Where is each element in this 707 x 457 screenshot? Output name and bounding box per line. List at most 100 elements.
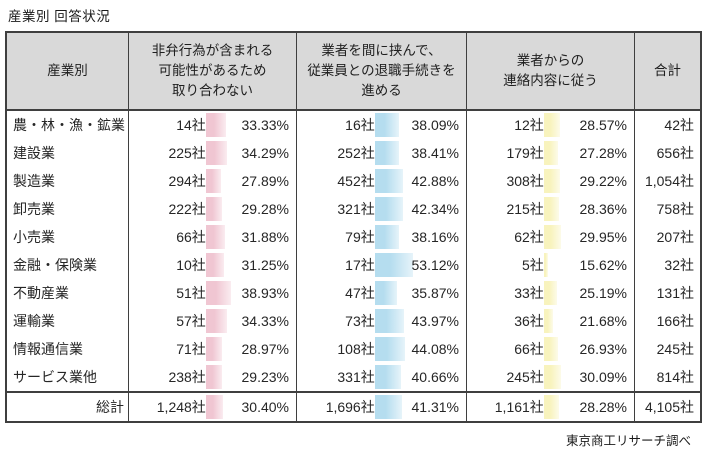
percent-cell: 15.62% <box>543 251 634 279</box>
row-total-value: 207社 <box>656 229 694 245</box>
percent-cell: 42.34% <box>374 195 466 223</box>
follow-agent-cell: 5社 15.62% <box>467 251 635 279</box>
percent-value: 41.31% <box>411 399 459 415</box>
percent-value: 26.93% <box>579 341 627 357</box>
percent-value: 28.97% <box>241 341 289 357</box>
percent-value: 44.08% <box>411 341 459 357</box>
via-agent-cell: 17社 53.12% <box>297 251 467 279</box>
industry-label: 製造業 <box>7 167 129 195</box>
percent-data-bar <box>543 395 560 419</box>
survey-table: 産業別 非弁行為が含まれる 可能性があるため 取り合わない 業者を間に挟んで、 … <box>5 31 702 423</box>
percent-value: 38.09% <box>411 117 459 133</box>
via-agent-cell: 73社 43.97% <box>297 307 467 335</box>
table-row: 情報通信業 71社 28.97% 108社 44.08% 66社 26.93% 245社 <box>7 335 700 363</box>
percent-data-bar <box>205 197 223 221</box>
table-row: サービス業他 238社 29.23% 331社 40.66% 245社 30.09% 814社 <box>7 363 700 391</box>
count-value: 51社 <box>176 285 206 301</box>
table-row: 農・林・漁・鉱業 14社 33.33% 16社 38.09% 12社 28.57% 42社 <box>7 111 700 139</box>
count-value: 238社 <box>168 369 206 385</box>
via-agent-cell: 79社 38.16% <box>297 223 467 251</box>
percent-data-bar <box>543 253 548 277</box>
header-follow-agent: 業者からの 連絡内容に従う <box>467 33 635 111</box>
percent-data-bar <box>374 169 404 193</box>
count-value: 66社 <box>176 229 206 245</box>
percent-data-bar <box>205 309 227 333</box>
no-response-cell: 238社 29.23% <box>129 363 297 391</box>
percent-data-bar <box>543 169 561 193</box>
percent-data-bar <box>374 113 400 137</box>
follow-agent-cell: 179社 27.28% <box>467 139 635 167</box>
percent-value: 31.25% <box>241 257 289 273</box>
count-value: 47社 <box>345 285 375 301</box>
industry-label: 建設業 <box>7 139 129 167</box>
percent-value: 31.88% <box>241 229 289 245</box>
no-response-cell: 294社 27.89% <box>129 167 297 195</box>
percent-data-bar <box>543 197 560 221</box>
count-value: 1,161社 <box>494 399 544 415</box>
page-title: 産業別 回答状況 <box>8 9 111 24</box>
percent-value: 33.33% <box>241 117 289 133</box>
no-response-cell: 66社 31.88% <box>129 223 297 251</box>
percent-data-bar <box>374 225 400 249</box>
percent-value: 28.57% <box>579 117 627 133</box>
count-value: 79社 <box>345 229 375 245</box>
count-value: 36社 <box>514 313 544 329</box>
via-agent-cell: 321社 42.34% <box>297 195 467 223</box>
percent-data-bar <box>205 337 222 361</box>
percent-cell: 38.93% <box>205 279 296 307</box>
via-agent-cell: 252社 38.41% <box>297 139 467 167</box>
row-total-value: 131社 <box>656 285 694 301</box>
count-value: 321社 <box>337 201 375 217</box>
row-total-value: 758社 <box>656 201 694 217</box>
table-body: 農・林・漁・鉱業 14社 33.33% 16社 38.09% 12社 28.57% 42社 建設… <box>7 111 700 421</box>
percent-value: 42.88% <box>411 173 459 189</box>
via-agent-cell: 331社 40.66% <box>297 363 467 391</box>
percent-value: 34.33% <box>241 313 289 329</box>
percent-cell: 53.12% <box>374 251 466 279</box>
percent-value: 27.89% <box>241 173 289 189</box>
via-agent-cell: 1,696社 41.31% <box>297 393 467 421</box>
count-value: 73社 <box>345 313 375 329</box>
percent-data-bar <box>374 309 405 333</box>
count-value: 222社 <box>168 201 206 217</box>
no-response-cell: 14社 33.33% <box>129 111 297 139</box>
table-row: 小売業 66社 31.88% 79社 38.16% 62社 29.95% 207社 <box>7 223 700 251</box>
percent-value: 29.22% <box>579 173 627 189</box>
row-total-value: 32社 <box>664 257 694 273</box>
percent-value: 43.97% <box>411 313 459 329</box>
header-no-response: 非弁行為が含まれる 可能性があるため 取り合わない <box>129 33 297 111</box>
percent-value: 35.87% <box>411 285 459 301</box>
no-response-cell: 10社 31.25% <box>129 251 297 279</box>
count-value: 252社 <box>337 145 375 161</box>
header-via-agent: 業者を間に挟んで、 従業員との退職手続きを 進める <box>297 33 467 111</box>
table-row: 卸売業 222社 29.28% 321社 42.34% 215社 28.36% 758社 <box>7 195 700 223</box>
follow-agent-cell: 62社 29.95% <box>467 223 635 251</box>
percent-value: 42.34% <box>411 201 459 217</box>
follow-agent-cell: 245社 30.09% <box>467 363 635 391</box>
follow-agent-cell: 1,161社 28.28% <box>467 393 635 421</box>
percent-data-bar <box>205 281 231 305</box>
count-value: 245社 <box>506 369 544 385</box>
grand-total-value: 4,105社 <box>644 399 694 415</box>
row-total-value: 42社 <box>664 117 694 133</box>
percent-cell: 28.97% <box>205 335 296 363</box>
percent-cell: 29.28% <box>205 195 296 223</box>
row-total-value: 245社 <box>656 341 694 357</box>
count-value: 57社 <box>176 313 206 329</box>
percent-cell: 30.40% <box>205 393 296 421</box>
percent-value: 29.23% <box>241 369 289 385</box>
percent-value: 21.68% <box>579 313 627 329</box>
industry-label: 運輸業 <box>7 307 129 335</box>
count-value: 66社 <box>514 341 544 357</box>
industry-label: 小売業 <box>7 223 129 251</box>
no-response-cell: 51社 38.93% <box>129 279 297 307</box>
percent-cell: 29.22% <box>543 167 634 195</box>
percent-data-bar <box>374 141 400 165</box>
percent-cell: 27.89% <box>205 167 296 195</box>
percent-cell: 41.31% <box>374 393 466 421</box>
percent-value: 34.29% <box>241 145 289 161</box>
via-agent-cell: 452社 42.88% <box>297 167 467 195</box>
percent-cell: 43.97% <box>374 307 466 335</box>
percent-data-bar <box>543 113 560 137</box>
no-response-cell: 222社 29.28% <box>129 195 297 223</box>
